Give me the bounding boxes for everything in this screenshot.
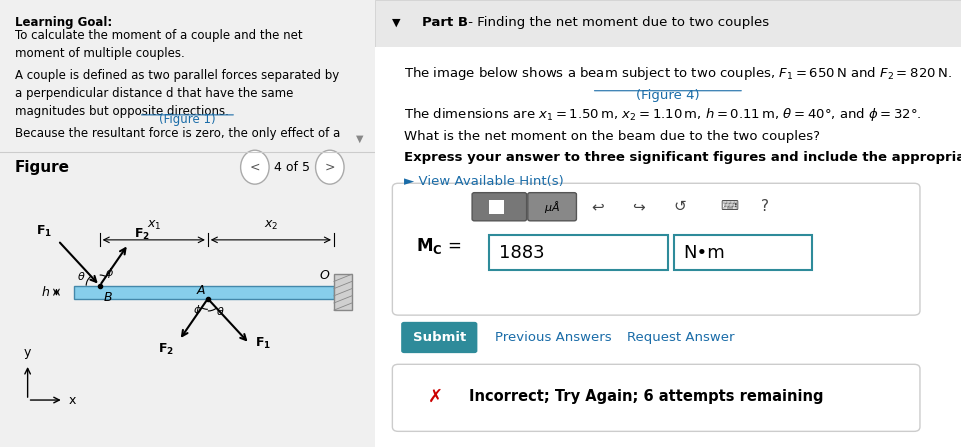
Text: ⌨: ⌨	[721, 200, 738, 213]
Text: ?: ?	[760, 199, 769, 214]
Text: $\mathbf{F_2}$: $\mathbf{F_2}$	[134, 228, 150, 242]
FancyBboxPatch shape	[472, 193, 527, 221]
Text: y: y	[24, 346, 32, 359]
Text: Figure: Figure	[15, 160, 70, 175]
Text: ► View Available Hint(s): ► View Available Hint(s)	[405, 175, 564, 188]
Text: - Finding the net moment due to two couples: - Finding the net moment due to two coup…	[464, 16, 769, 29]
Text: x: x	[69, 393, 77, 406]
Text: Learning Goal:: Learning Goal:	[15, 16, 112, 29]
Text: 1883: 1883	[499, 244, 545, 261]
Text: $x_2$: $x_2$	[263, 219, 278, 232]
Text: To calculate the moment of a couple and the net
moment of multiple couples.: To calculate the moment of a couple and …	[15, 29, 303, 60]
Text: (Figure 1): (Figure 1)	[160, 113, 215, 126]
Text: >: >	[325, 160, 335, 174]
Text: Because the resultant force is zero, the only effect of a: Because the resultant force is zero, the…	[15, 127, 340, 140]
FancyBboxPatch shape	[528, 193, 577, 221]
Text: ↩: ↩	[591, 199, 604, 214]
Text: ▼: ▼	[356, 134, 363, 144]
Bar	[334, 274, 352, 310]
Text: $\mathbf{M_C}$ =: $\mathbf{M_C}$ =	[416, 236, 461, 256]
Text: Incorrect; Try Again; 6 attempts remaining: Incorrect; Try Again; 6 attempts remaini…	[469, 389, 823, 405]
Text: 4 of 5: 4 of 5	[274, 160, 310, 174]
Text: $\mathbf{F_1}$: $\mathbf{F_1}$	[255, 336, 271, 351]
Text: $\mathbf{F_2}$: $\mathbf{F_2}$	[158, 342, 174, 357]
Circle shape	[240, 150, 269, 184]
Text: $h$: $h$	[41, 285, 50, 299]
Circle shape	[315, 150, 344, 184]
FancyBboxPatch shape	[674, 235, 811, 270]
Text: $\phi$: $\phi$	[106, 266, 114, 280]
FancyBboxPatch shape	[489, 200, 504, 214]
Text: $\theta$: $\theta$	[216, 305, 225, 317]
FancyBboxPatch shape	[375, 47, 961, 447]
Text: $\phi$: $\phi$	[193, 304, 202, 317]
Text: ↺: ↺	[674, 199, 686, 214]
Text: B: B	[104, 291, 111, 304]
Text: A: A	[196, 284, 205, 297]
Text: N•m: N•m	[683, 244, 726, 261]
Text: A couple is defined as two parallel forces separated by
a perpendicular distance: A couple is defined as two parallel forc…	[15, 69, 339, 118]
Text: $\mu\AA$: $\mu\AA$	[544, 198, 560, 215]
Text: $x_1$: $x_1$	[146, 219, 161, 232]
FancyBboxPatch shape	[489, 235, 668, 270]
FancyBboxPatch shape	[375, 0, 961, 47]
Text: $\theta$: $\theta$	[77, 270, 86, 283]
Text: Part B: Part B	[422, 16, 468, 29]
FancyBboxPatch shape	[392, 364, 920, 431]
Text: Express your answer to three significant figures and include the appropriate uni: Express your answer to three significant…	[405, 151, 961, 164]
Text: ↪: ↪	[632, 199, 645, 214]
Text: ▼: ▼	[392, 17, 401, 27]
Text: (Figure 4): (Figure 4)	[636, 89, 700, 102]
FancyBboxPatch shape	[392, 183, 920, 315]
Text: The image below shows a beam subject to two couples, $F_1 = 650\,\mathrm{N}$ and: The image below shows a beam subject to …	[405, 65, 951, 82]
Text: Previous Answers: Previous Answers	[495, 331, 611, 344]
Bar	[75, 286, 334, 299]
Text: O: O	[320, 269, 330, 282]
Text: What is the net moment on the beam due to the two couples?: What is the net moment on the beam due t…	[405, 130, 820, 143]
Text: ✗: ✗	[428, 388, 443, 406]
Text: <: <	[250, 160, 260, 174]
Text: $\mathbf{F_1}$: $\mathbf{F_1}$	[37, 224, 53, 239]
Text: Submit: Submit	[412, 331, 466, 344]
FancyBboxPatch shape	[401, 322, 478, 353]
Text: The dimensions are $x_1 = 1.50\,\mathrm{m}$, $x_2 = 1.10\,\mathrm{m}$, $h = 0.11: The dimensions are $x_1 = 1.50\,\mathrm{…	[405, 106, 922, 123]
Text: Request Answer: Request Answer	[627, 331, 734, 344]
